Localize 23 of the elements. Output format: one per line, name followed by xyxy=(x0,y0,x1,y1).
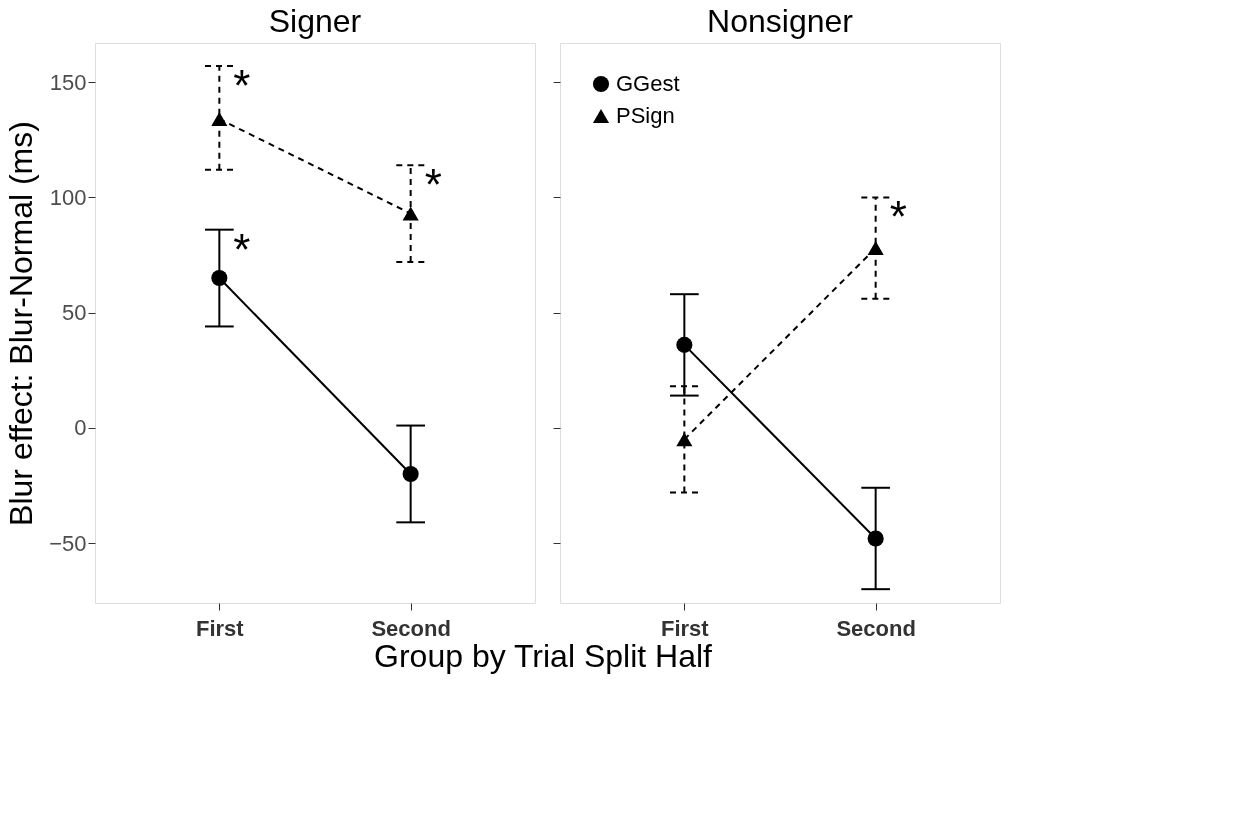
y-axis-title: Blur effect: Blur-Normal (ms) xyxy=(3,121,40,526)
chart-title: Nonsigner xyxy=(707,3,854,39)
y-tick-label: 100 xyxy=(49,184,87,210)
x-axis-title: Group by Trial Split Half xyxy=(374,638,713,674)
point xyxy=(402,465,419,482)
point xyxy=(867,530,884,547)
x-tick-label: First xyxy=(196,615,245,641)
y-tick-label: 50 xyxy=(62,300,87,326)
annotation: * xyxy=(233,61,251,111)
y-tick-label: 150 xyxy=(49,69,87,95)
x-tick-label: Second xyxy=(371,615,451,641)
x-tick-label: Second xyxy=(836,615,916,641)
chart-title: Signer xyxy=(268,3,362,39)
annotation: * xyxy=(233,224,251,274)
annotation: * xyxy=(424,160,442,210)
legend-label: GGest xyxy=(616,71,680,96)
point xyxy=(676,336,693,353)
x-tick-label: First xyxy=(661,615,710,641)
legend-label: PSign xyxy=(616,103,675,128)
annotation: * xyxy=(889,192,907,242)
point xyxy=(211,270,228,287)
y-tick-label: −50 xyxy=(49,530,87,556)
y-tick-label: 0 xyxy=(74,415,87,441)
